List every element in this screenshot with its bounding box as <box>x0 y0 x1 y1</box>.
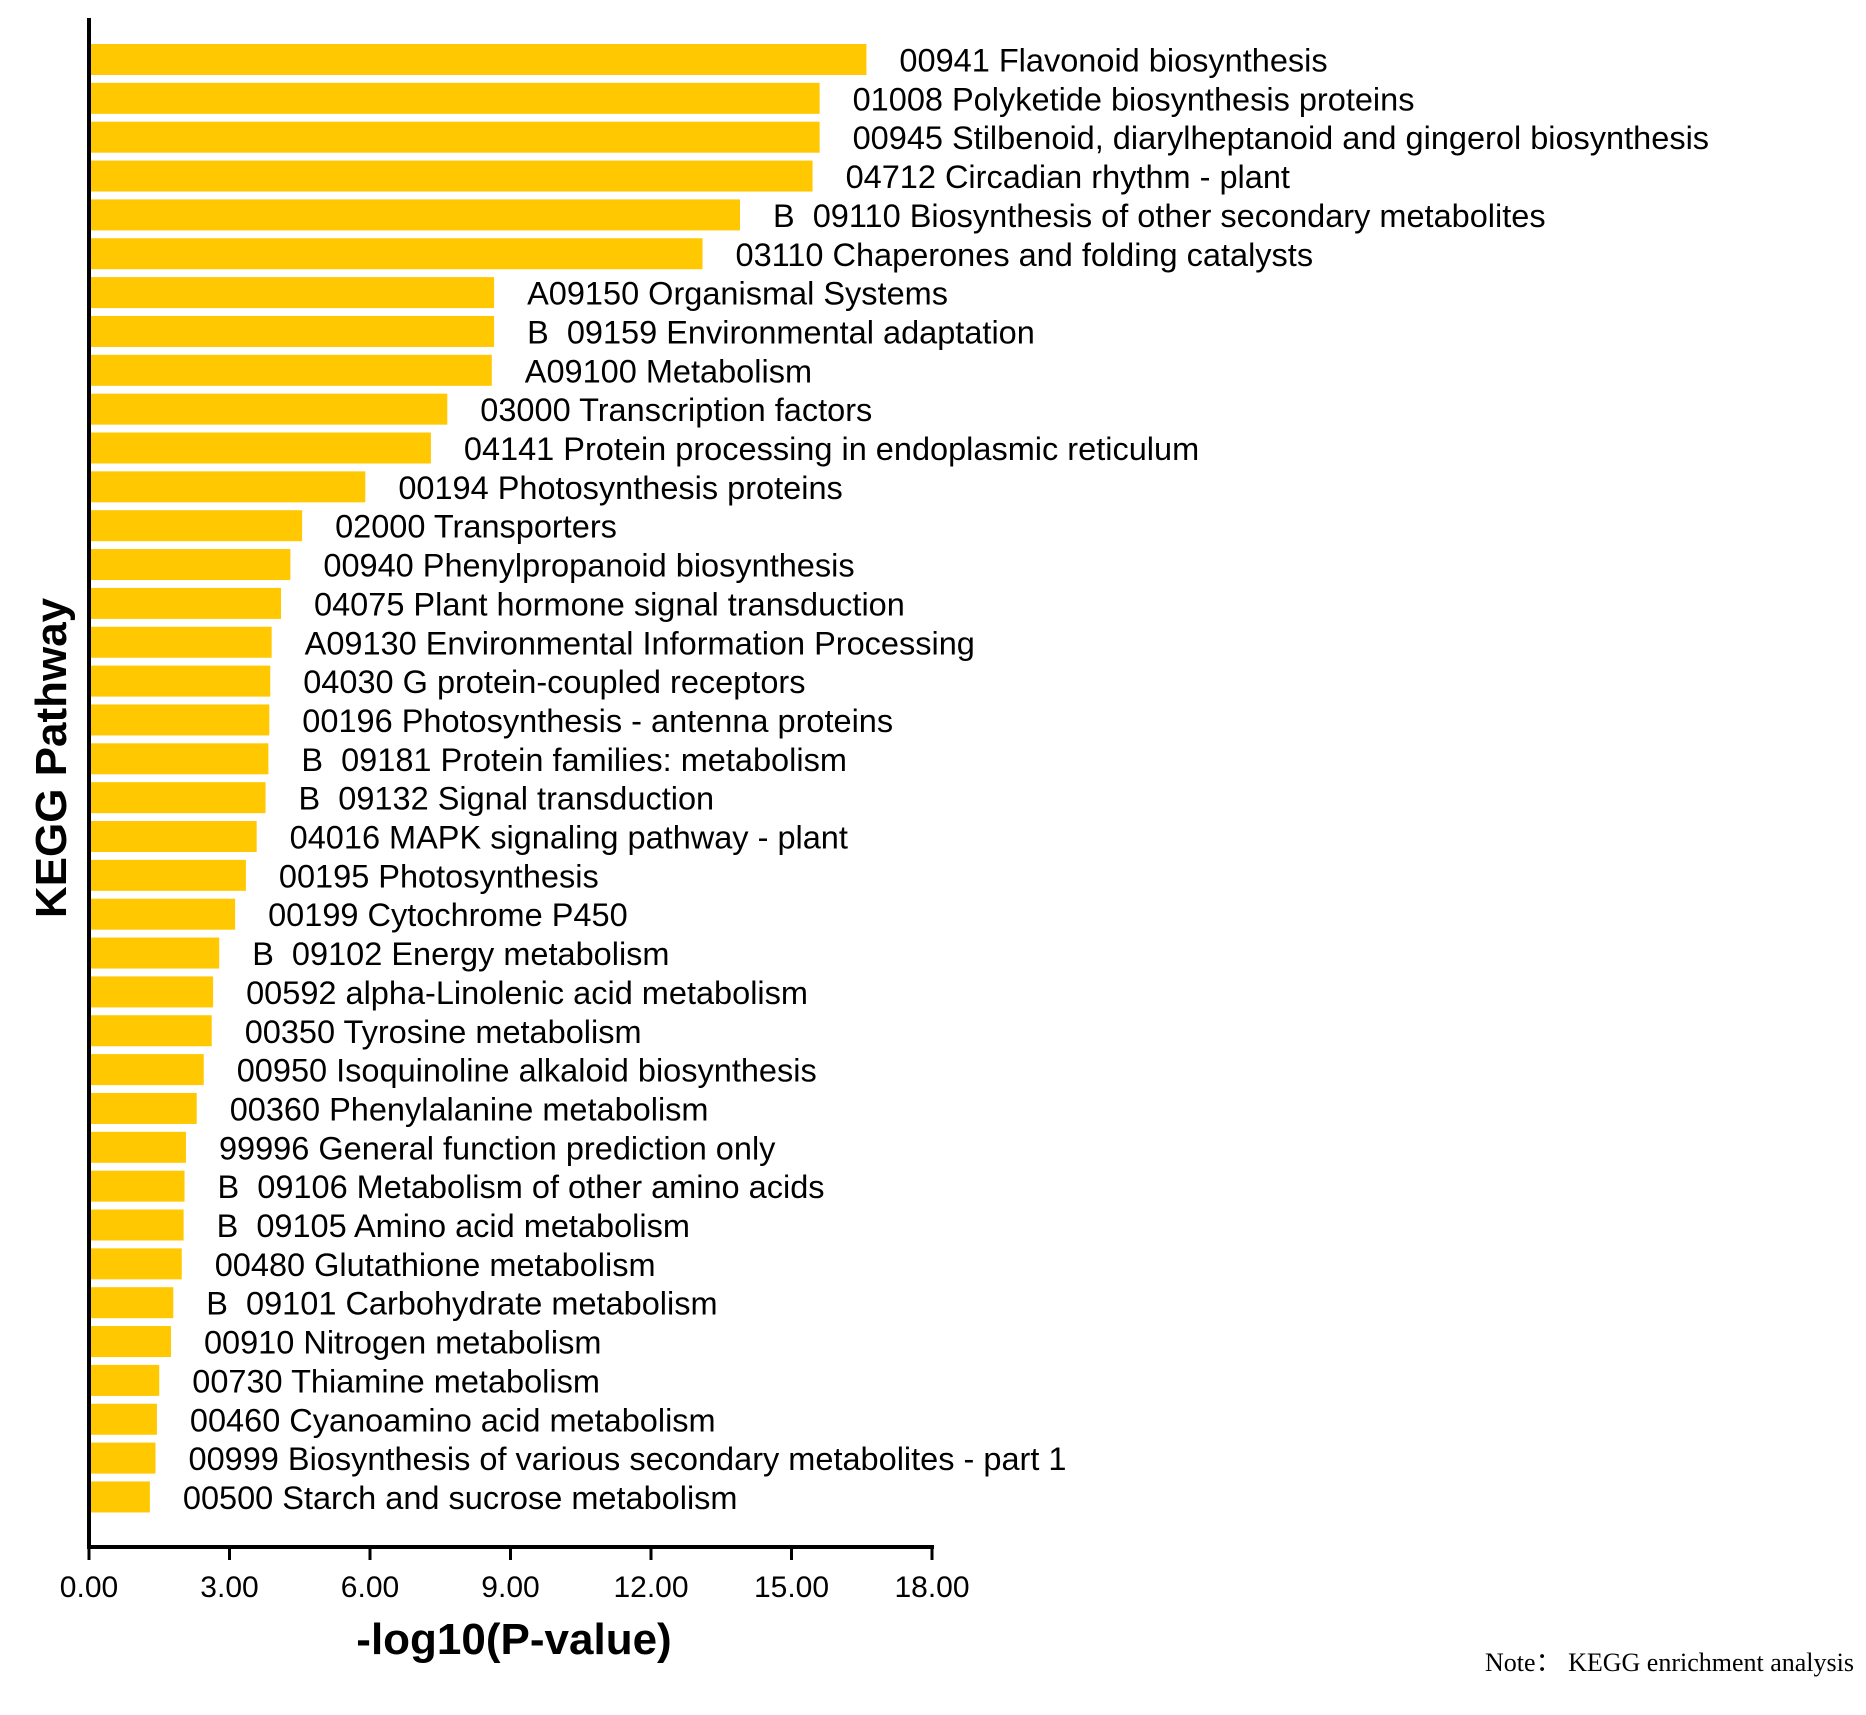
bar <box>89 471 366 503</box>
bar <box>89 432 431 464</box>
bar <box>89 1403 157 1435</box>
bar <box>89 1248 182 1280</box>
bar <box>89 1131 186 1163</box>
bar-label: 00910 Nitrogen metabolism <box>204 1325 601 1361</box>
bar-label: 04016 MAPK signaling pathway - plant <box>290 820 848 856</box>
bar <box>89 1481 150 1513</box>
bar-label: 00941 Flavonoid biosynthesis <box>899 43 1327 79</box>
bar <box>89 121 820 153</box>
bar <box>89 1054 204 1086</box>
bar-label: B 09181 Protein families: metabolism <box>301 742 847 778</box>
bar-label: 00360 Phenylalanine metabolism <box>230 1091 709 1127</box>
bar <box>89 1209 184 1241</box>
bar-label: 00999 Biosynthesis of various secondary … <box>189 1441 1067 1477</box>
bar-label: 02000 Transporters <box>335 509 617 545</box>
bar-label: 00194 Photosynthesis proteins <box>398 470 842 506</box>
bar <box>89 160 813 192</box>
bar-label: B 09106 Metabolism of other amino acids <box>218 1169 825 1205</box>
bar-label: B 09102 Energy metabolism <box>252 936 669 972</box>
x-tick-label: 3.00 <box>200 1571 258 1604</box>
bar <box>89 587 282 619</box>
bar-label: 03000 Transcription factors <box>480 392 872 428</box>
bar <box>89 859 246 891</box>
bar-label: 00940 Phenylpropanoid biosynthesis <box>323 548 854 584</box>
bar-label: B 09101 Carbohydrate metabolism <box>206 1286 717 1322</box>
bar <box>89 626 272 658</box>
bar <box>89 238 703 270</box>
bar <box>89 393 448 425</box>
bar-label: 04712 Circadian rhythm - plant <box>846 159 1290 195</box>
bar-label: 99996 General function prediction only <box>219 1130 776 1166</box>
bar <box>89 937 220 969</box>
bar-label: 00196 Photosynthesis - antenna proteins <box>302 703 893 739</box>
bar <box>89 315 495 347</box>
bar-label: 00500 Starch and sucrose metabolism <box>183 1480 738 1516</box>
bars-group <box>89 44 867 1513</box>
bar <box>89 782 266 814</box>
y-axis-title: KEGG Pathway <box>27 597 76 918</box>
bar <box>89 44 867 75</box>
bar-label: B 09105 Amino acid metabolism <box>217 1208 690 1244</box>
bar-label: 00195 Photosynthesis <box>279 858 599 894</box>
bar <box>89 898 236 930</box>
bar-label: B 09159 Environmental adaptation <box>527 314 1035 350</box>
bar-label: A09150 Organismal Systems <box>527 276 948 312</box>
bar <box>89 549 291 581</box>
bar <box>89 354 492 386</box>
bar <box>89 821 257 852</box>
bar-label: 04075 Plant hormone signal transduction <box>314 586 905 622</box>
x-axis-title: -log10(P-value) <box>356 1615 671 1664</box>
bar <box>89 976 214 1008</box>
bar <box>89 1326 171 1358</box>
bar-label: B 09132 Signal transduction <box>299 781 715 817</box>
bar-label: 00460 Cyanoamino acid metabolism <box>190 1402 716 1438</box>
x-tick-label: 0.00 <box>60 1571 118 1604</box>
bar-label: 00950 Isoquinoline alkaloid biosynthesis <box>237 1053 817 1089</box>
bar-label: 00199 Cytochrome P450 <box>268 897 628 933</box>
bar <box>89 1442 156 1474</box>
bar-label: 01008 Polyketide biosynthesis proteins <box>853 81 1415 117</box>
bar <box>89 1364 160 1396</box>
bar-label: 00730 Thiamine metabolism <box>192 1363 600 1399</box>
x-tick-label: 6.00 <box>341 1571 399 1604</box>
bar-label: A09100 Metabolism <box>525 353 812 389</box>
footnote: Note： KEGG enrichment analysis <box>1485 1648 1854 1677</box>
bar-label: 00480 Glutathione metabolism <box>215 1247 656 1283</box>
bar <box>89 82 820 114</box>
bar <box>89 743 269 775</box>
bar <box>89 1287 174 1319</box>
x-tick-label: 9.00 <box>481 1571 539 1604</box>
bar <box>89 1170 185 1202</box>
bar <box>89 277 495 309</box>
x-tick-label: 15.00 <box>754 1571 829 1604</box>
x-tick-label: 18.00 <box>894 1571 969 1604</box>
x-ticks-group: 0.00 3.00 6.00 9.00 12.00 15.00 18.00 <box>60 1547 970 1604</box>
bar <box>89 199 740 231</box>
bar <box>89 1015 212 1047</box>
x-tick-label: 12.00 <box>613 1571 688 1604</box>
bar-label: A09130 Environmental Information Process… <box>305 625 975 661</box>
bar <box>89 665 271 697</box>
bar-label: 04030 G protein-coupled receptors <box>303 664 805 700</box>
bar-label: 03110 Chaperones and folding catalysts <box>736 237 1314 273</box>
bar <box>89 704 270 736</box>
bar-label: 00350 Tyrosine metabolism <box>245 1014 642 1050</box>
bar-label: 04141 Protein processing in endoplasmic … <box>464 431 1199 467</box>
bar-label: B 09110 Biosynthesis of other secondary … <box>773 198 1546 234</box>
bar-label: 00592 alpha-Linolenic acid metabolism <box>246 975 808 1011</box>
bar <box>89 510 303 542</box>
bar <box>89 1092 197 1124</box>
bar-label: 00945 Stilbenoid, diarylheptanoid and gi… <box>853 120 1709 156</box>
